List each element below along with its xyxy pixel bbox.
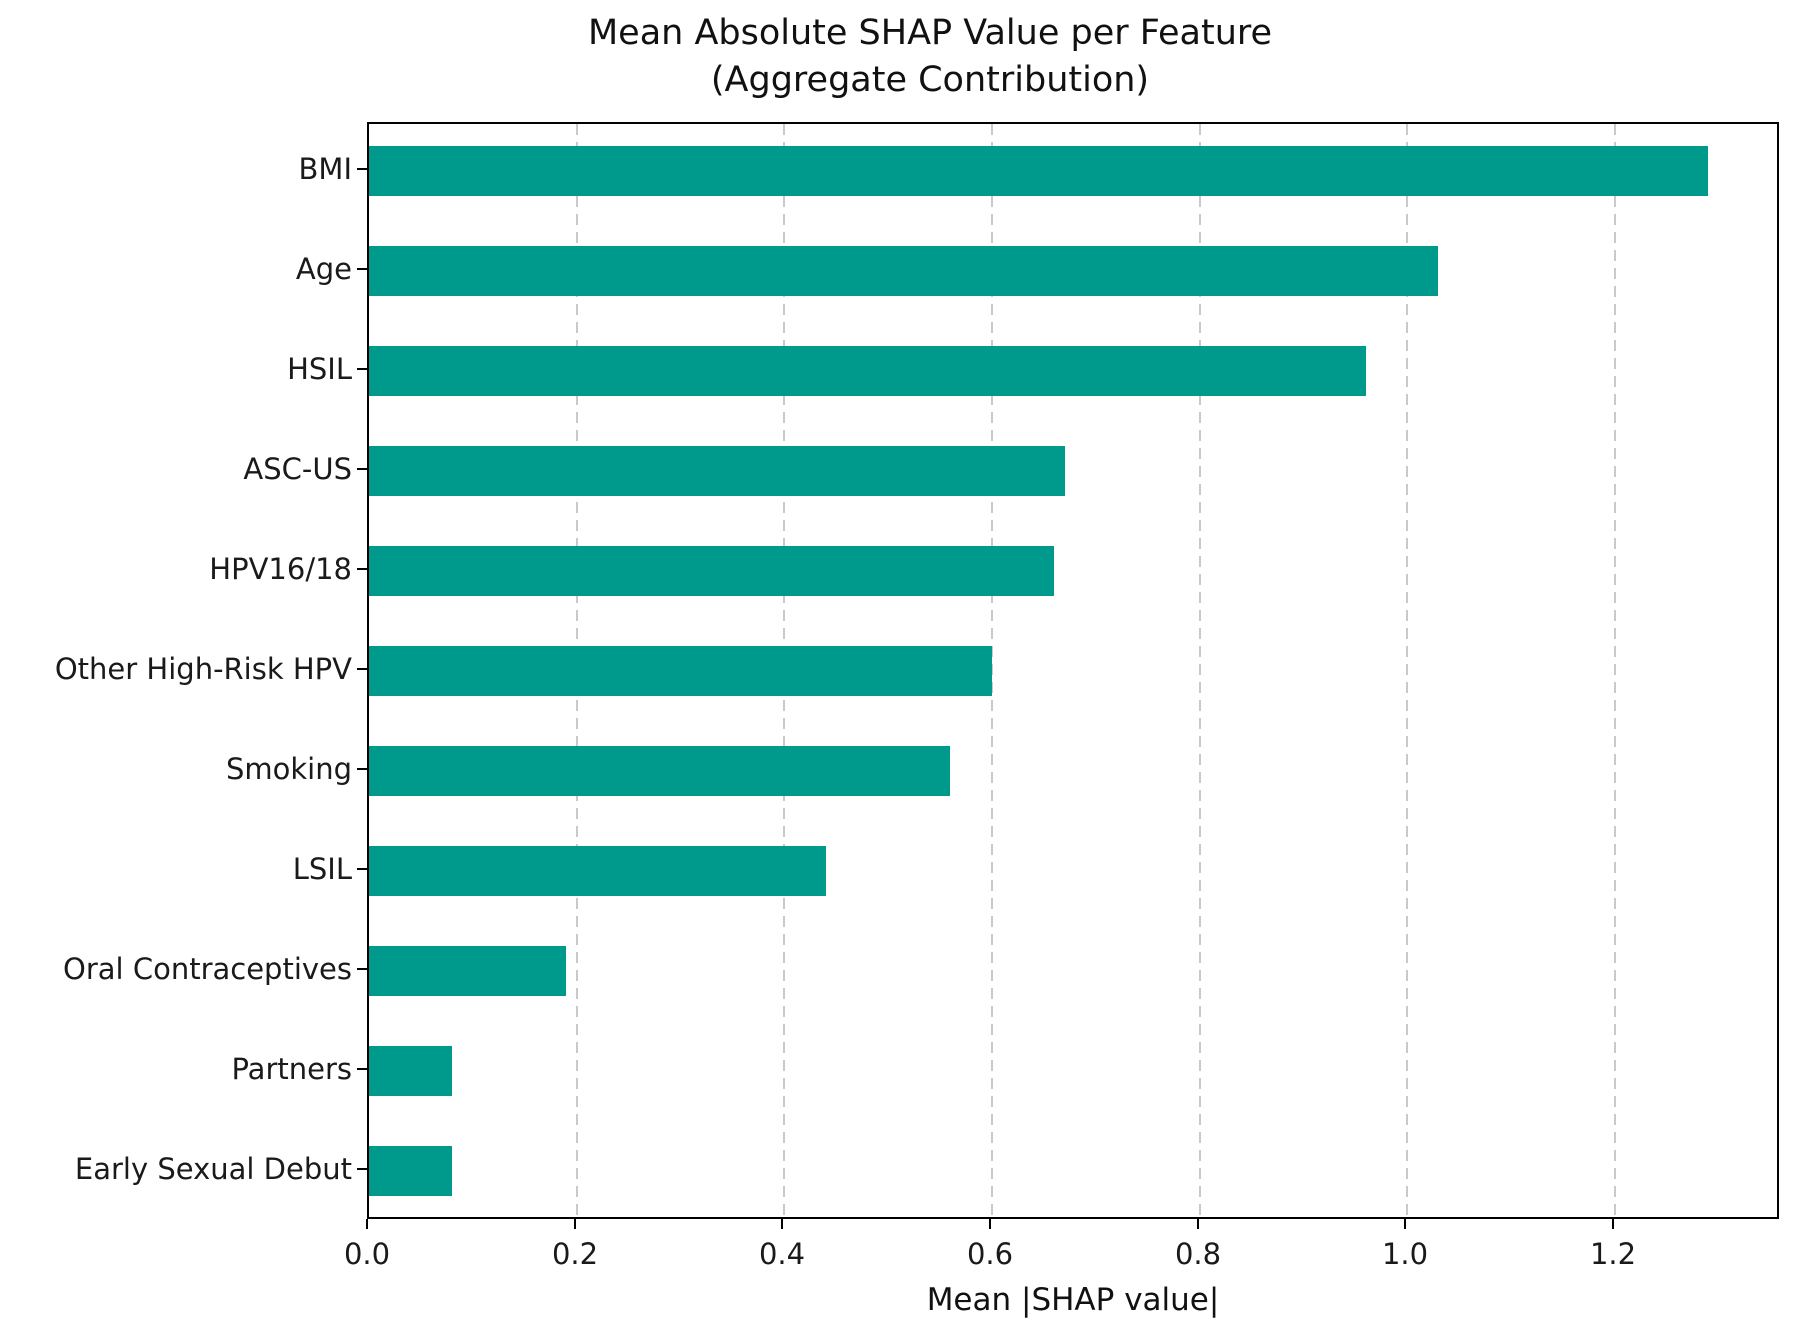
bar-partners	[369, 1046, 452, 1096]
gridline-1.0	[1406, 124, 1408, 1217]
x-axis-label: Mean |SHAP value|	[926, 1282, 1220, 1318]
xtick-mark-0.2	[574, 1219, 576, 1229]
ytick-label-lsil: LSIL	[292, 852, 352, 886]
xtick-label-0.6: 0.6	[966, 1237, 1014, 1271]
ytick-label-bmi: BMI	[298, 152, 352, 186]
xtick-label-0.2: 0.2	[551, 1237, 599, 1271]
ytick-label-hsil: HSIL	[287, 352, 352, 386]
bar-age	[369, 246, 1438, 296]
ytick-label-age: Age	[295, 252, 352, 286]
ytick-mark-age	[357, 268, 367, 270]
ytick-label-early-sexual-debut: Early Sexual Debut	[74, 1152, 352, 1186]
bar-lsil	[369, 846, 826, 896]
chart-title-line2: (Aggregate Contribution)	[710, 60, 1150, 100]
bar-hsil	[369, 346, 1366, 396]
xtick-mark-0.4	[781, 1219, 783, 1229]
xtick-mark-0.6	[989, 1219, 991, 1229]
xtick-mark-0.8	[1197, 1219, 1199, 1229]
bar-smoking	[369, 746, 950, 796]
ytick-mark-smoking	[357, 768, 367, 770]
ytick-label-partners: Partners	[231, 1052, 352, 1086]
ytick-label-smoking: Smoking	[225, 752, 352, 786]
ytick-mark-lsil	[357, 868, 367, 870]
xtick-mark-1.0	[1404, 1219, 1406, 1229]
gridline-1.2	[1614, 124, 1616, 1217]
bar-early-sexual-debut	[369, 1146, 452, 1196]
chart-title-line1: Mean Absolute SHAP Value per Feature	[587, 13, 1273, 53]
bar-bmi	[369, 146, 1708, 196]
xtick-mark-1.2	[1612, 1219, 1614, 1229]
gridline-0.6	[991, 124, 993, 1217]
xtick-label-1.0: 1.0	[1381, 1237, 1429, 1271]
ytick-mark-bmi	[357, 168, 367, 170]
bar-asc-us	[369, 446, 1065, 496]
xtick-mark-0.0	[366, 1219, 368, 1229]
ytick-mark-hsil	[357, 368, 367, 370]
xtick-label-0.4: 0.4	[758, 1237, 806, 1271]
chart-title: Mean Absolute SHAP Value per Feature (Ag…	[30, 10, 1805, 104]
xtick-label-1.2: 1.2	[1589, 1237, 1637, 1271]
ytick-label-asc-us: ASC-US	[243, 452, 352, 486]
bar-other-high-risk-hpv	[369, 646, 992, 696]
xtick-label-0.8: 0.8	[1174, 1237, 1222, 1271]
ytick-mark-asc-us	[357, 468, 367, 470]
gridline-0.8	[1199, 124, 1201, 1217]
bar-hpv16-18	[369, 546, 1054, 596]
ytick-mark-other-high-risk-hpv	[357, 668, 367, 670]
ytick-mark-hpv16-18	[357, 568, 367, 570]
ytick-label-other-high-risk-hpv: Other High-Risk HPV	[54, 652, 352, 686]
plot-area	[367, 122, 1779, 1219]
ytick-label-oral-contraceptives: Oral Contraceptives	[63, 952, 352, 986]
xtick-label-0.0: 0.0	[343, 1237, 391, 1271]
ytick-mark-partners	[357, 1068, 367, 1070]
ytick-label-hpv16-18: HPV16/18	[209, 552, 352, 586]
ytick-mark-oral-contraceptives	[357, 968, 367, 970]
ytick-mark-early-sexual-debut	[357, 1168, 367, 1170]
bar-oral-contraceptives	[369, 946, 566, 996]
